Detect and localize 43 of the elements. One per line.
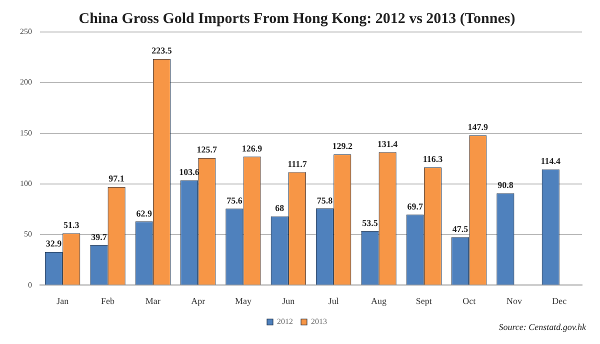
data-label: 62.9 bbox=[136, 208, 152, 218]
data-label: 47.5 bbox=[452, 224, 469, 234]
x-tick-label: Jul bbox=[328, 296, 340, 306]
data-label: 131.4 bbox=[377, 138, 398, 149]
data-label: 223.5 bbox=[152, 46, 172, 56]
legend-label: 2012 bbox=[277, 317, 293, 326]
data-label: 75.6 bbox=[226, 195, 243, 206]
data-label: 75.8 bbox=[316, 195, 334, 206]
data-label: 126.9 bbox=[242, 144, 263, 154]
y-tick-label: 150 bbox=[20, 128, 32, 138]
data-label: 51.3 bbox=[64, 220, 80, 230]
y-tick-label: 100 bbox=[20, 179, 32, 188]
x-tick-label: Dec bbox=[552, 296, 567, 306]
y-tick-label: 250 bbox=[20, 27, 32, 36]
data-label: 69.7 bbox=[407, 201, 424, 212]
data-label: 129.2 bbox=[332, 141, 354, 152]
data-label: 53.5 bbox=[362, 218, 378, 228]
data-label: 147.9 bbox=[468, 122, 489, 132]
data-label: 39.7 bbox=[91, 232, 108, 242]
legend-label: 2013 bbox=[311, 317, 327, 326]
source-note: Source: Censtatd.gov.hk bbox=[498, 322, 587, 332]
data-label: 32.9 bbox=[46, 238, 62, 249]
data-label: 111.7 bbox=[288, 158, 308, 169]
x-tick-label: Sept bbox=[416, 296, 432, 306]
data-label: 125.7 bbox=[196, 144, 218, 155]
y-tick-label: 0 bbox=[28, 280, 32, 290]
x-tick-label: Feb bbox=[101, 296, 115, 306]
data-label: 114.4 bbox=[540, 156, 561, 166]
data-label: 90.8 bbox=[498, 180, 514, 190]
x-tick-label: Mar bbox=[145, 296, 160, 306]
chart-title: China Gross Gold Imports From Hong Kong: 2012 vs 2013 (Tonnes) bbox=[78, 10, 516, 27]
y-tick-label: 200 bbox=[20, 78, 32, 87]
x-tick-label: Oct bbox=[462, 296, 476, 306]
data-label: 68 bbox=[275, 203, 285, 214]
data-label: 97.1 bbox=[108, 174, 125, 184]
x-tick-label: May bbox=[235, 296, 252, 306]
x-tick-label: Jun bbox=[282, 296, 296, 306]
y-tick-label: 50 bbox=[24, 230, 32, 239]
x-tick-label: Apr bbox=[191, 296, 206, 306]
x-tick-label: Jan bbox=[56, 296, 70, 306]
data-label: 116.3 bbox=[422, 154, 444, 164]
x-tick-label: Aug bbox=[371, 296, 387, 306]
x-tick-label: Nov bbox=[506, 296, 522, 306]
